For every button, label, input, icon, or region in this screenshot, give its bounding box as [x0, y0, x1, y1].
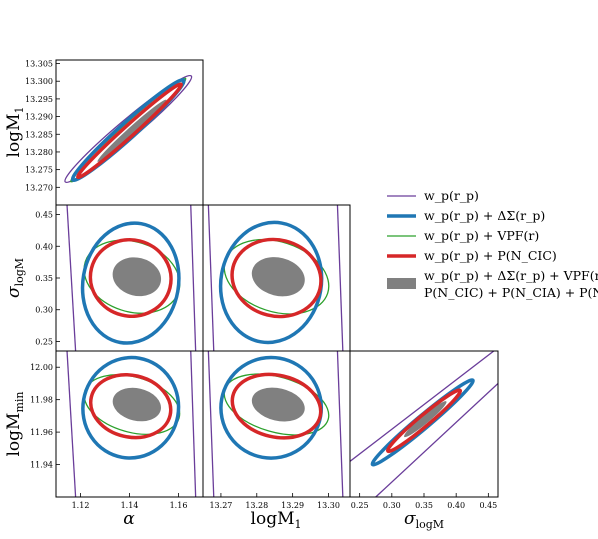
panel-sigma-logMmin [349, 350, 499, 498]
ylabel-logM1: logM1 [4, 107, 26, 158]
contour-wp-line-1 [190, 205, 197, 351]
y-tick-label-logM1-7: 13.305 [25, 60, 53, 69]
x-tick-label-sigma-3: 0.40 [447, 501, 465, 510]
y-tick-label-logM1-0: 13.270 [25, 183, 53, 192]
contour-wp-line-0 [66, 205, 77, 351]
contour-wp-pncic [230, 237, 323, 319]
x-tick-label-alpha-0: 1.12 [72, 501, 90, 510]
legend-swatch-combined [387, 278, 416, 289]
y-tick-label-sigma-4: 0.45 [35, 211, 53, 220]
panel-logM1-logMmin [202, 350, 351, 498]
contour-wp-deltasigma [80, 221, 181, 345]
legend-label-combined-line2: P(N_CIC) + P(N_CIA) + P(N_2/N_5) [424, 285, 598, 300]
contour-combined [112, 387, 161, 422]
contour-wp-line-0 [207, 351, 215, 497]
xlabel-logM1: logM1 [251, 509, 302, 531]
legend-label-wp: w_p(r_p) [424, 188, 479, 203]
xlabel-sigma: σlogM [404, 509, 444, 531]
xlabel-alpha: α [123, 509, 135, 529]
contour-wp-line-0 [350, 351, 495, 462]
contour-combined [112, 257, 162, 297]
panel-alpha-logMmin [55, 350, 204, 498]
ylabel-logMmin: logMmin [4, 391, 26, 456]
contour-combined [251, 257, 305, 297]
legend-label-wp-vpf: w_p(r_p) + VPF(r) [424, 228, 539, 243]
y-tick-label-sigma-2: 0.35 [35, 274, 53, 283]
tick-labels: 1.12 1.14 1.16 13.27 13.28 13.29 13.30 0.25 0.30… [25, 60, 497, 510]
x-tick-label-sigma-2: 0.35 [415, 501, 433, 510]
contour-wp-pncic [76, 82, 183, 180]
legend-label-wp-deltasigma: w_p(r_p) + ΔΣ(r_p) [424, 208, 545, 223]
contour-combined [251, 387, 305, 422]
y-tick-label-logM1-2: 13.280 [25, 148, 53, 157]
contour-wp-pncic [385, 388, 463, 454]
panel-alpha-sigma [55, 204, 204, 352]
contour-wp-line-1 [375, 382, 498, 497]
contour-wp-pncic [230, 372, 323, 440]
contour-combined [404, 401, 447, 438]
legend: w_p(r_p) w_p(r_p) + ΔΣ(r_p) w_p(r_p) + V… [387, 188, 598, 300]
ylabel-sigma: σlogM [4, 258, 26, 298]
x-tick-label-logM1-3: 13.30 [317, 501, 340, 510]
contour-wp-pncic [88, 373, 173, 440]
y-tick-label-logMmin-1: 11.96 [30, 428, 53, 437]
y-tick-label-logMmin-2: 11.98 [30, 396, 53, 405]
y-tick-label-logMmin-3: 12.00 [30, 363, 53, 372]
x-tick-label-sigma-0: 0.25 [351, 501, 369, 510]
x-tick-label-alpha-1: 1.14 [121, 501, 139, 510]
y-tick-label-logM1-1: 13.275 [25, 166, 53, 175]
x-tick-label-logM1-0: 13.27 [209, 501, 232, 510]
panel-logM1-sigma [202, 204, 351, 352]
contour-wp-pncic [88, 238, 173, 318]
x-tick-label-logM1-1: 13.28 [245, 501, 268, 510]
y-tick-label-sigma-0: 0.25 [35, 337, 53, 346]
contour-wp-deltasigma [81, 355, 181, 460]
y-tick-label-logM1-3: 13.285 [25, 130, 53, 139]
legend-label-combined-line1: w_p(r_p) + ΔΣ(r_p) + VPF(r) + [424, 268, 598, 283]
x-tick-label-sigma-1: 0.30 [383, 501, 401, 510]
y-tick-label-logM1-5: 13.295 [25, 95, 53, 104]
legend-label-wp-pncic: w_p(r_p) + P(N_CIC) [424, 248, 557, 263]
contour-combined [97, 99, 167, 162]
y-tick-label-logMmin-0: 11.94 [30, 461, 53, 470]
y-tick-label-sigma-3: 0.40 [35, 242, 53, 251]
contour-wp-line-1 [190, 351, 197, 497]
contour-wp-line-1 [336, 351, 344, 497]
x-tick-label-sigma-4: 0.45 [479, 501, 497, 510]
y-tick-label-sigma-1: 0.30 [35, 306, 53, 315]
y-tick-label-logM1-4: 13.290 [25, 113, 53, 122]
x-tick-label-alpha-2: 1.16 [170, 501, 188, 510]
y-tick-label-logM1-6: 13.300 [25, 77, 53, 86]
contour-wp-line-0 [66, 351, 77, 497]
contour-wp-line-1 [336, 205, 344, 351]
contour-wp-line-0 [207, 205, 215, 351]
x-tick-label-logM1-2: 13.29 [281, 501, 304, 510]
panel-alpha-logM1 [55, 59, 204, 206]
